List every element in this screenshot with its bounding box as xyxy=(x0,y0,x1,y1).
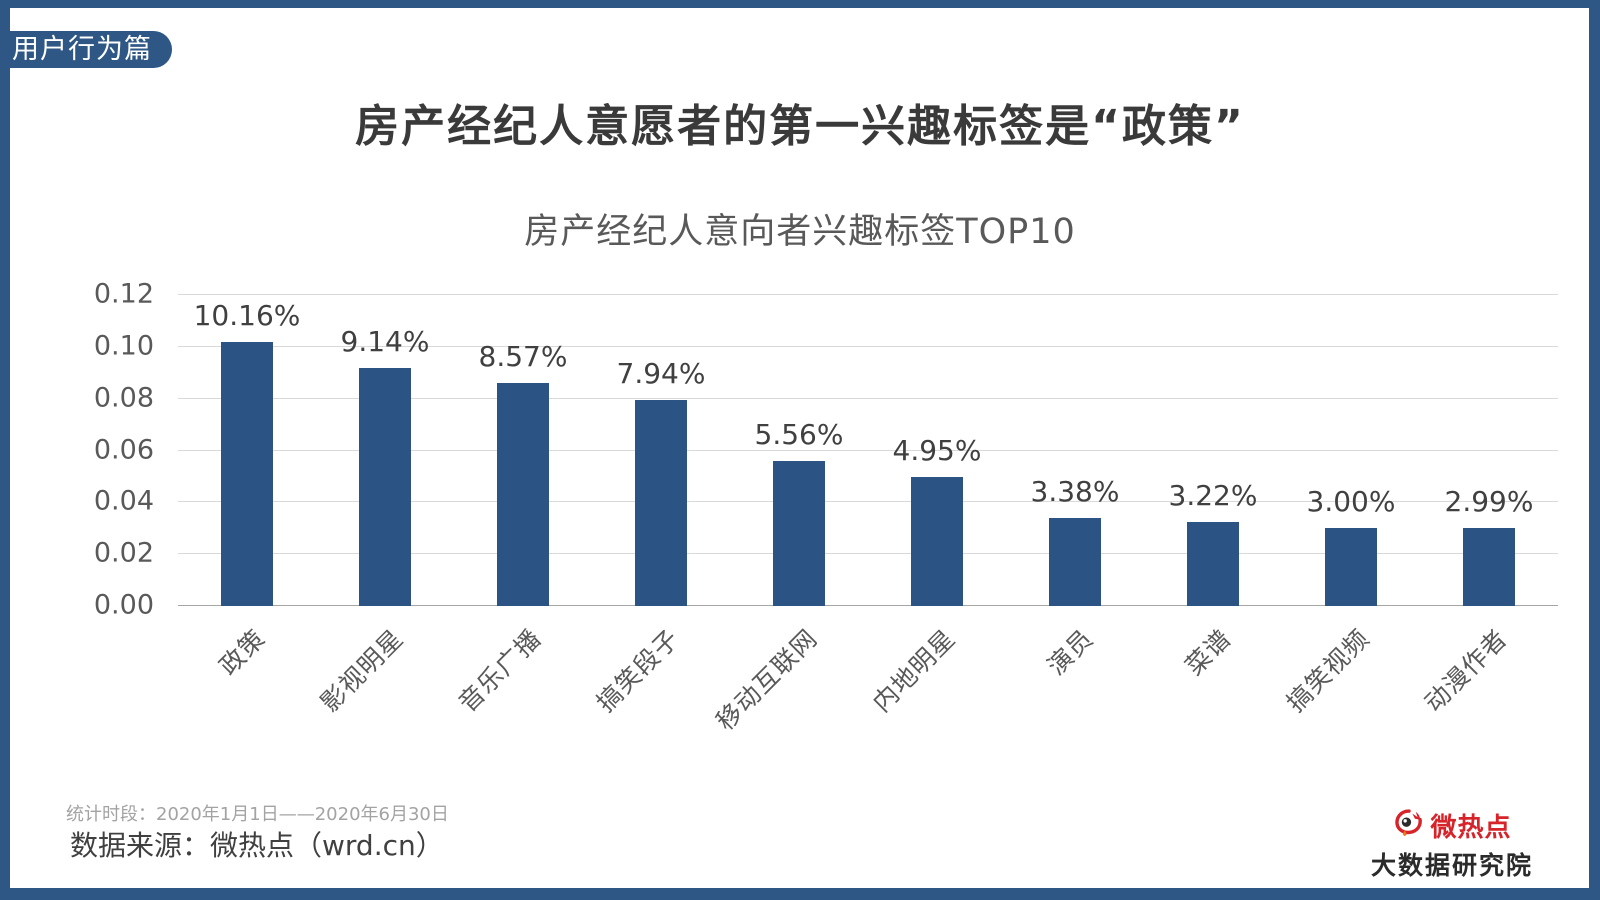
frame-right-border xyxy=(1589,0,1600,900)
bar xyxy=(1049,518,1101,606)
bar-column: 3.00% 搞笑视频 xyxy=(1281,294,1420,718)
gridline xyxy=(178,294,1558,295)
y-axis-tick-label: 0.10 xyxy=(93,330,154,362)
x-axis-category-label: 搞笑段子 xyxy=(590,623,686,718)
logo-brand-text: 微热点 xyxy=(1430,812,1512,843)
bar-column: 4.95% 内地明星 xyxy=(867,294,1006,718)
gridline xyxy=(178,450,1558,451)
gridline xyxy=(178,398,1558,399)
x-axis-category-label: 移动互联网 xyxy=(710,623,824,736)
x-axis-category-label: 音乐广播 xyxy=(452,623,548,718)
stat-period-text: 统计时段：2020年1月1日——2020年6月30日 xyxy=(66,804,449,825)
bar-column: 3.38% 演员 xyxy=(1006,294,1144,681)
bar-value-label: 8.57% xyxy=(478,340,568,373)
x-axis-category-label: 内地明星 xyxy=(866,623,962,718)
plot-area: 0.12 0.10 0.08 0.06 0.04 0.02 0.00 10.16% 政策 9.14… xyxy=(94,279,1558,736)
bar-column: 7.94% 搞笑段子 xyxy=(591,294,730,718)
bar xyxy=(221,342,273,606)
bar-value-label: 3.00% xyxy=(1306,485,1396,518)
x-axis-category-label: 影视明星 xyxy=(314,623,410,718)
bar xyxy=(911,477,963,606)
y-axis-tick-label: 0.04 xyxy=(93,485,154,517)
bar-value-label: 10.16% xyxy=(193,299,301,332)
bar-column: 2.99% 动漫作者 xyxy=(1419,294,1558,718)
bar-column: 10.16% 政策 xyxy=(178,294,316,681)
x-axis-category-label: 演员 xyxy=(1041,623,1100,681)
bar-value-label: 2.99% xyxy=(1444,485,1534,518)
x-axis-category-label: 动漫作者 xyxy=(1418,623,1514,718)
bar-column: 8.57% 音乐广播 xyxy=(453,294,592,718)
y-axis-tick-label: 0.02 xyxy=(93,537,154,569)
frame-bottom-border xyxy=(0,888,1600,900)
logo-subtitle-text: 大数据研究院 xyxy=(1370,851,1533,880)
brand-logo: 微热点 大数据研究院 xyxy=(1362,806,1542,882)
bar xyxy=(1325,528,1377,606)
bar xyxy=(359,368,411,606)
bar xyxy=(635,400,687,606)
y-axis-tick-label: 0.12 xyxy=(93,278,154,310)
y-axis-tick-label: 0.06 xyxy=(93,434,154,466)
bar-columns: 10.16% 政策 9.14% 影视明星 8.57% 音乐广播 7.94% 搞笑段子 5.56%… xyxy=(178,294,1558,736)
bar xyxy=(773,461,825,606)
gridline xyxy=(178,553,1558,554)
x-axis-category-label: 政策 xyxy=(213,623,272,681)
x-axis-category-label: 菜谱 xyxy=(1179,623,1238,681)
bar-value-label: 3.38% xyxy=(1030,475,1120,508)
page-title: 房产经纪人意愿者的第一兴趣标签是“政策” xyxy=(355,101,1245,152)
bar-value-label: 4.95% xyxy=(892,434,982,467)
bar-value-label: 7.94% xyxy=(616,357,706,390)
frame-left-border xyxy=(0,0,10,900)
weibo-eye-icon xyxy=(1392,806,1426,844)
gridline xyxy=(178,346,1558,347)
bar-value-label: 5.56% xyxy=(754,418,844,451)
section-badge: 用户行为篇 xyxy=(0,31,172,68)
bar-value-label: 3.22% xyxy=(1168,479,1258,512)
chart-title: 房产经纪人意向者兴趣标签TOP10 xyxy=(524,212,1076,252)
data-source-text: 数据来源：微热点（wrd.cn） xyxy=(70,829,444,862)
y-axis-tick-label: 0.00 xyxy=(93,589,154,621)
x-axis-line xyxy=(178,605,1558,606)
bar-column: 3.22% 菜谱 xyxy=(1144,294,1282,681)
bar-column: 9.14% 影视明星 xyxy=(315,294,454,718)
y-axis-tick-label: 0.08 xyxy=(93,382,154,414)
bar xyxy=(1463,528,1515,606)
bar xyxy=(1187,522,1239,606)
bar xyxy=(497,383,549,606)
bar-column: 5.56% 移动互联网 xyxy=(711,294,868,736)
gridline xyxy=(178,501,1558,502)
x-axis-category-label: 搞笑视频 xyxy=(1280,623,1376,718)
frame-top-border xyxy=(0,0,1600,8)
bar-value-label: 9.14% xyxy=(340,325,430,358)
